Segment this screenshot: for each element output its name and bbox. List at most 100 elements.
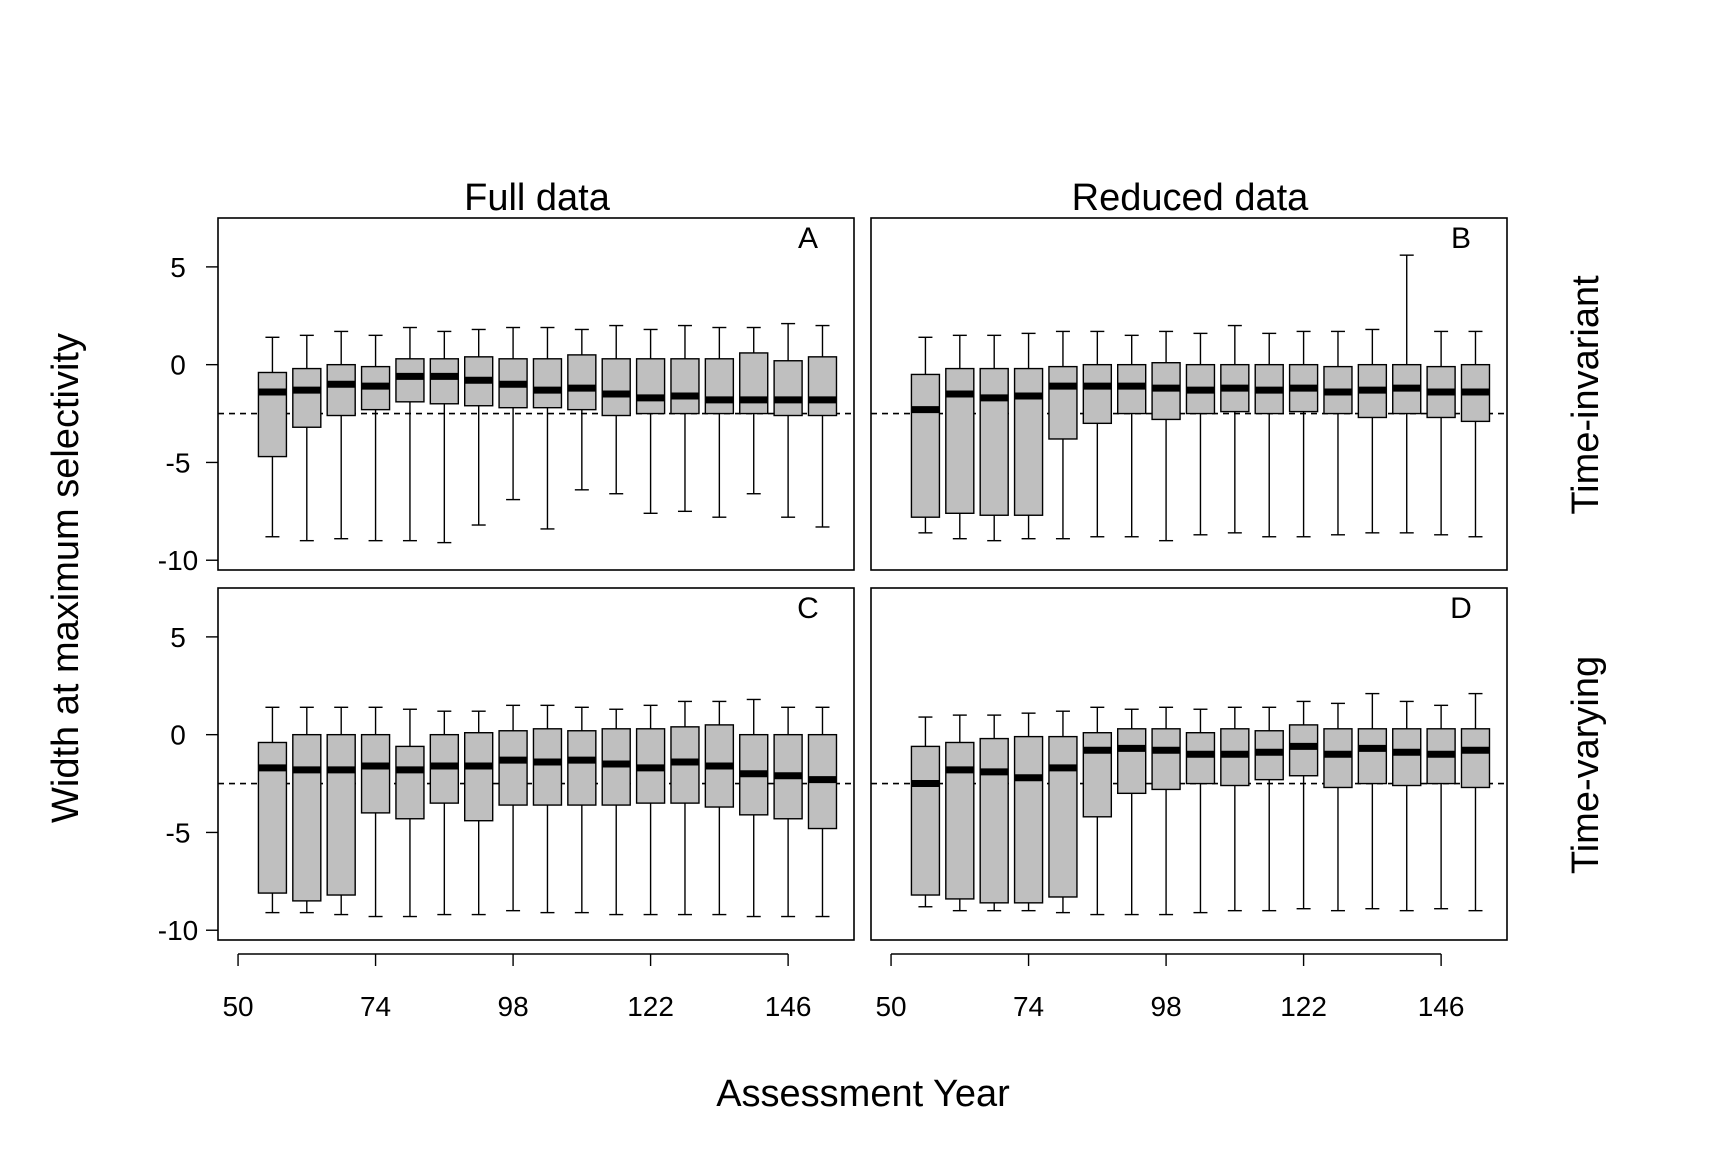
box-iqr [945, 741, 975, 900]
box-d-62 [945, 714, 975, 912]
row-title-time-invariant: Time-invariant [1565, 275, 1607, 515]
row-title-time-varying: Time-varying [1565, 656, 1607, 874]
box-c-74 [360, 706, 391, 918]
panel-a: A 5 0 -5 -10 [158, 217, 855, 576]
x-tick-label: 74 [1013, 991, 1044, 1022]
y-tick-label: 0 [170, 720, 186, 751]
box-iqr [807, 356, 838, 417]
box-a-122 [635, 328, 666, 514]
y-tick-label: -5 [166, 447, 191, 478]
panel-label: C [797, 592, 819, 625]
box-b-98 [1151, 330, 1181, 542]
y-tick-label: 5 [170, 252, 186, 283]
y-tick-label: -5 [166, 817, 191, 848]
box-d-134 [1357, 692, 1388, 910]
box-d-68 [979, 714, 1009, 912]
box-b-92 [1117, 334, 1147, 538]
column-title-reduced-data: Reduced data [1072, 177, 1309, 219]
box-iqr [532, 358, 563, 409]
y-tick-label: 5 [170, 622, 186, 653]
box-a-134 [704, 326, 735, 518]
x-tick-label: 74 [360, 991, 391, 1022]
box-b-122 [1288, 330, 1319, 538]
box-b-146 [1426, 330, 1456, 536]
box-d-56 [910, 716, 941, 908]
box-c-140 [739, 698, 769, 918]
box-iqr [979, 737, 1009, 904]
box-iqr [773, 360, 803, 417]
column-title-full-data: Full data [464, 177, 611, 219]
box-iqr [1117, 728, 1147, 795]
box-iqr [1460, 728, 1491, 789]
box-a-110 [567, 328, 597, 491]
panel-d: D 50 74 98 122 146 [870, 587, 1508, 1022]
box-iqr [429, 358, 460, 405]
box-b-110 [1220, 324, 1250, 534]
box-a-92 [464, 328, 494, 526]
box-a-56 [257, 336, 288, 538]
x-tick-label: 122 [1280, 991, 1327, 1022]
y-tick-label: -10 [158, 545, 198, 576]
box-a-62 [292, 334, 322, 542]
box-d-116 [1254, 706, 1284, 912]
box-a-74 [360, 334, 391, 542]
box-d-86 [1082, 706, 1113, 916]
box-iqr [670, 358, 700, 415]
box-iqr [1048, 365, 1078, 440]
box-iqr [1323, 728, 1353, 789]
box-d-128 [1323, 702, 1353, 912]
box-a-86 [429, 330, 460, 544]
x-tick-label: 98 [498, 991, 529, 1022]
box-c-146 [773, 706, 803, 918]
box-d-98 [1151, 706, 1181, 916]
box-a-152 [807, 324, 838, 528]
y-tick-label: -10 [158, 915, 198, 946]
box-a-128 [670, 324, 700, 513]
box-iqr [532, 728, 563, 806]
box-iqr [257, 371, 288, 458]
box-b-68 [979, 334, 1009, 542]
box-iqr [1288, 724, 1319, 777]
box-b-56 [910, 336, 941, 534]
box-a-104 [532, 326, 563, 530]
box-iqr [1082, 363, 1113, 425]
box-iqr [739, 352, 769, 415]
box-a-116 [601, 324, 631, 495]
box-d-110 [1220, 706, 1250, 912]
box-iqr [498, 730, 528, 806]
box-iqr [395, 358, 425, 403]
box-c-68 [326, 706, 356, 916]
box-iqr [567, 730, 597, 806]
x-tick-label: 146 [765, 991, 812, 1022]
box-b-74 [1013, 332, 1044, 540]
box-d-104 [1185, 708, 1216, 914]
box-iqr [292, 367, 322, 428]
box-b-116 [1254, 332, 1284, 538]
box-iqr [360, 733, 391, 814]
box-iqr [601, 358, 631, 417]
box-c-152 [807, 706, 838, 918]
panel-label: D [1450, 592, 1472, 625]
x-tick-label: 122 [627, 991, 674, 1022]
box-b-152 [1460, 330, 1491, 538]
panel-label: B [1451, 222, 1471, 255]
panel-label: A [798, 222, 818, 255]
box-iqr [1357, 728, 1388, 785]
box-c-62 [292, 706, 322, 914]
box-iqr [635, 358, 666, 415]
box-a-140 [739, 326, 769, 495]
box-iqr [979, 367, 1009, 516]
box-iqr [464, 732, 494, 822]
panel-b: B [870, 217, 1508, 571]
y-tick-label: 0 [170, 350, 186, 381]
box-iqr [910, 745, 941, 896]
box-iqr [910, 373, 941, 518]
box-iqr [326, 363, 356, 417]
box-c-86 [429, 710, 460, 916]
box-iqr [1013, 735, 1044, 904]
box-c-122 [635, 704, 666, 916]
box-iqr [704, 358, 735, 415]
box-d-152 [1460, 692, 1491, 912]
